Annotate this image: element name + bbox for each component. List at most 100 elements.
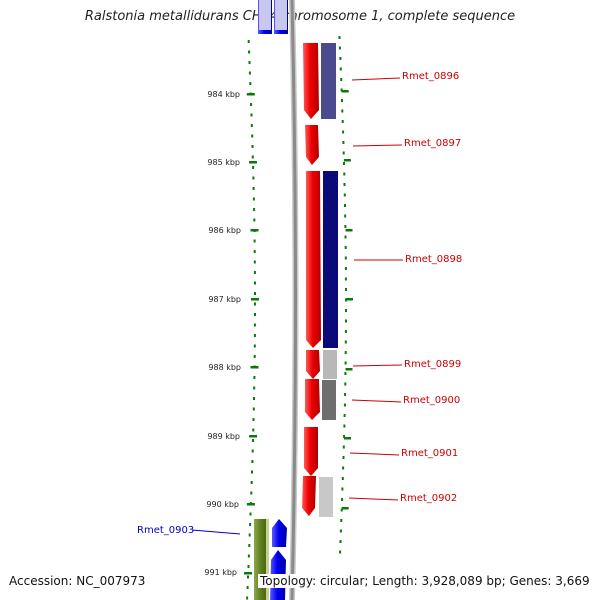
outer-track-dot xyxy=(339,540,342,543)
outer-track-dot xyxy=(344,267,347,270)
ruler-dot xyxy=(251,470,253,474)
outer-track-dot xyxy=(343,403,346,407)
leader-rmet-0902 xyxy=(348,497,399,501)
ruler-dot xyxy=(253,218,256,222)
gene-label-rmet-0902[interactable]: Rmet_0902 xyxy=(400,493,457,504)
outer-track-dot xyxy=(342,151,345,155)
gene-arrow-rmet-0897[interactable] xyxy=(305,125,319,165)
cog-block-rmet-0902 xyxy=(319,477,333,517)
ruler-major-tick xyxy=(250,229,259,232)
gene-label-rmet-0898[interactable]: Rmet_0898 xyxy=(405,254,462,265)
outer-track-dot xyxy=(344,330,347,333)
ruler-dot xyxy=(252,166,255,169)
outer-track-dot xyxy=(338,46,341,50)
ruler-dot xyxy=(254,281,256,285)
ruler-dot xyxy=(253,355,256,358)
ruler-major-tick xyxy=(249,161,257,164)
ruler-dot xyxy=(253,397,255,400)
cog-block-rmet-0903-highlight xyxy=(266,519,269,600)
ruler-dot xyxy=(253,323,256,327)
outer-track-dot xyxy=(338,36,341,39)
leader-rmet-0896 xyxy=(351,77,401,81)
ruler-dot xyxy=(250,491,253,495)
outer-track-dot xyxy=(343,172,346,176)
label-leader-lines xyxy=(191,77,403,535)
outer-track-dot xyxy=(344,351,347,354)
gene-arrow-rmet-0903-a[interactable] xyxy=(272,519,287,547)
outer-track-tick xyxy=(341,507,349,510)
gene-labels: Rmet_0896 Rmet_0897 Rmet_0898 Rmet_0899 … xyxy=(137,71,462,536)
ruler-label: 985 kbp xyxy=(207,158,240,167)
outer-track-dot xyxy=(340,508,343,512)
outer-track-dot xyxy=(339,550,342,554)
leader-rmet-0903 xyxy=(191,529,241,535)
outer-track-dot xyxy=(343,424,346,428)
gene-label-rmet-0903[interactable]: Rmet_0903 xyxy=(137,525,194,536)
ruler-label: 990 kbp xyxy=(206,500,239,509)
topology-text: Topology: circular; Length: 3,928,089 bp… xyxy=(258,574,592,588)
ruler-major-tick xyxy=(249,435,258,438)
ruler-dot xyxy=(248,544,251,547)
outer-track-dot xyxy=(345,319,347,323)
ruler-dot xyxy=(249,523,252,526)
ruler-dot xyxy=(254,292,256,295)
ruler-dot xyxy=(253,239,256,243)
cog-block-rmet-0898 xyxy=(323,171,338,348)
outer-track-dot xyxy=(344,225,347,228)
gene-label-rmet-0897[interactable]: Rmet_0897 xyxy=(404,138,461,149)
gene-label-rmet-0901[interactable]: Rmet_0901 xyxy=(401,448,458,459)
outer-track-dot xyxy=(343,183,346,186)
gene-arrow-rmet-0898[interactable] xyxy=(306,171,321,348)
outer-dotted-track xyxy=(338,36,353,554)
ruler-dot xyxy=(250,481,253,484)
outer-track-dot xyxy=(344,393,347,396)
ruler-dot xyxy=(254,302,256,306)
outer-track-tick xyxy=(343,159,351,162)
outer-track-dot xyxy=(341,477,344,480)
leader-rmet-0900 xyxy=(351,399,402,403)
outer-track-dot xyxy=(341,120,344,123)
outer-track-dot xyxy=(342,466,345,470)
ruler-label: 986 kbp xyxy=(208,226,241,235)
gene-arrow-rmet-0899[interactable] xyxy=(306,350,320,379)
outer-track-tick xyxy=(346,298,353,301)
gene-arrow-rmet-0902[interactable] xyxy=(302,476,316,516)
cog-block-rmet-0900 xyxy=(322,380,336,420)
outer-track-dot xyxy=(344,214,347,218)
ruler-dot xyxy=(249,82,252,85)
ruler-dot xyxy=(248,533,251,537)
ruler-label: 988 kbp xyxy=(208,363,241,372)
outer-track-dot xyxy=(344,246,347,249)
ruler-dot xyxy=(248,61,251,64)
ruler-major-tick xyxy=(246,93,255,96)
ruler-dot xyxy=(248,50,251,54)
ruler-dot xyxy=(251,155,254,159)
outer-track-dot xyxy=(344,277,347,281)
gene-label-rmet-0899[interactable]: Rmet_0899 xyxy=(404,359,461,370)
outer-track-dot xyxy=(345,288,347,291)
outer-track-dot xyxy=(341,498,344,501)
ruler-dot xyxy=(252,439,254,442)
ruler-dot xyxy=(247,554,250,558)
gene-arrow-rmet-0900[interactable] xyxy=(305,379,320,420)
ruler-dot xyxy=(251,145,254,148)
ruler-label: 989 kbp xyxy=(207,432,240,441)
ruler-dot xyxy=(252,197,255,201)
cog-block-rmet-0896 xyxy=(321,43,336,119)
outer-track-dot xyxy=(340,78,343,81)
gene-label-rmet-0896[interactable]: Rmet_0896 xyxy=(402,71,459,82)
outer-track-dot xyxy=(339,529,342,533)
ruler-dot xyxy=(253,250,256,253)
ruler-major-tick xyxy=(244,572,253,575)
ruler-major-tick xyxy=(246,503,255,506)
ruler-dot xyxy=(250,113,253,117)
outer-track-dot xyxy=(340,519,343,522)
partial-top-genes xyxy=(258,0,288,34)
gene-arrow-rmet-0896[interactable] xyxy=(303,43,319,119)
gene-arrow-rmet-0901[interactable] xyxy=(304,427,318,476)
ruler-label: 987 kbp xyxy=(208,295,241,304)
ruler-dot xyxy=(251,460,254,463)
gene-label-rmet-0900[interactable]: Rmet_0900 xyxy=(403,395,460,406)
ruler-dot xyxy=(249,512,252,516)
